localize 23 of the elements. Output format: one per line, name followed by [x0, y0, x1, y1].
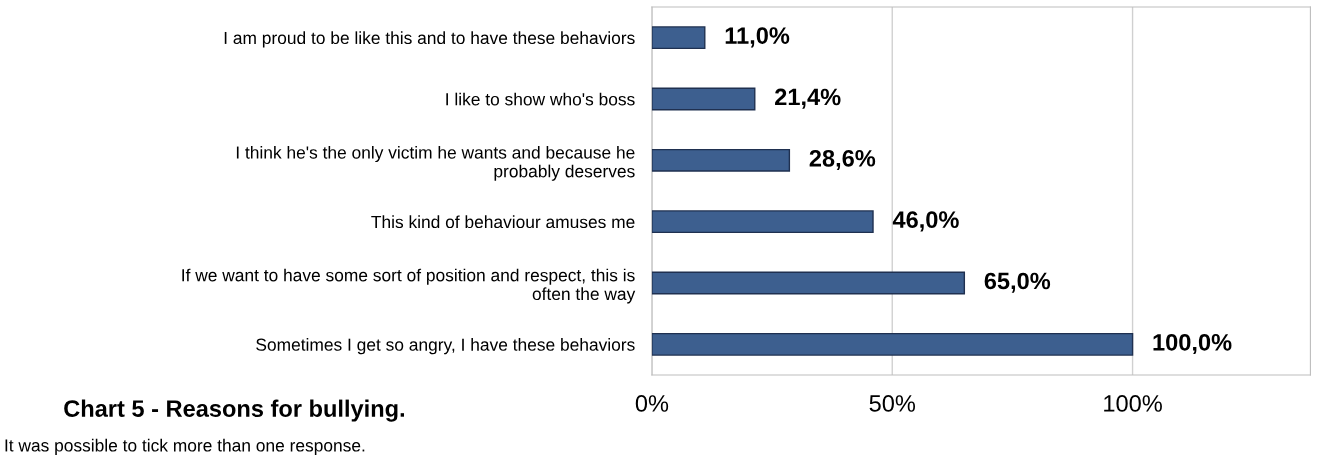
y-tick-label: If we want to have some sort of position and respect, this is often the way [182, 268, 636, 304]
bar [651, 87, 756, 111]
data-label: 46,0% [892, 211, 959, 232]
x-tick-label: 0% [635, 395, 669, 412]
data-label: 28,6% [809, 149, 876, 171]
y-tick-label: I think he's the only victim he wants and because he probably deserves [236, 145, 635, 181]
data-label: 11,0% [725, 27, 790, 48]
text: Chart 5 - Reasons for bullying. [64, 399, 404, 422]
data-label: 100,0% [1153, 333, 1232, 355]
y-tick-label: This kind of behaviour amuses me [371, 215, 635, 229]
y-tick-label: I am proud to be like this and to have these behaviors [224, 31, 635, 48]
text: It was possible to tick more than one response. [5, 438, 365, 456]
bar [651, 271, 966, 295]
y-tick-label: I like to show who's boss [446, 92, 635, 106]
bar [651, 26, 706, 50]
x-tick-label: 100% [1104, 395, 1162, 412]
data-label: 21,4% [775, 88, 841, 109]
bar [651, 210, 874, 234]
bar [651, 148, 791, 172]
y-tick-label: Sometimes I get so angry, I have these behaviors [256, 338, 635, 355]
data-label: 65,0% [984, 272, 1051, 293]
x-tick-label: 50% [869, 395, 916, 412]
bar [651, 332, 1134, 356]
